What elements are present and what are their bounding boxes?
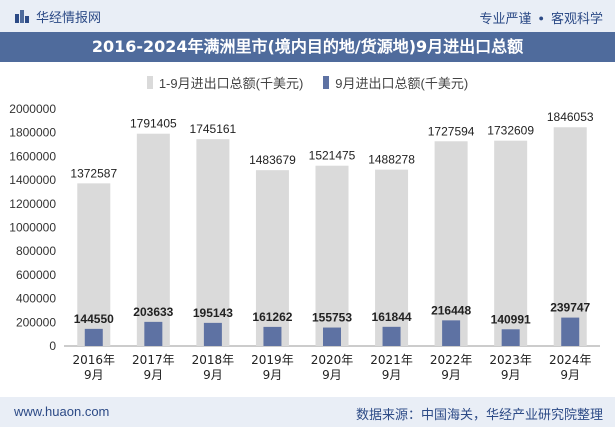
x-tick-label-line: 2024年 [549, 353, 592, 367]
y-tick-label: 1600000 [9, 149, 56, 163]
x-tick-label-line: 2019年 [251, 353, 294, 367]
data-label-series-1: 1791405 [130, 117, 177, 131]
footer-site-url[interactable]: www.huaon.com [14, 404, 110, 419]
data-label-series-1: 1488278 [368, 153, 415, 167]
x-tick-label-line: 9月 [501, 368, 521, 382]
y-tick-label: 1800000 [9, 126, 56, 140]
bar-series-1 [375, 169, 409, 346]
footer-source: 数据来源：中国海关，华经产业研究院整理 [355, 407, 603, 422]
bar-series-2 [382, 326, 401, 346]
y-tick-label: 1400000 [9, 173, 56, 187]
footer: www.huaon.com 数据来源：中国海关，华经产业研究院整理 [0, 397, 615, 427]
data-label-series-2: 140991 [491, 312, 531, 326]
top-banner: 华经情报网 专业严谨 ● 客观科学 [0, 0, 615, 32]
data-label-series-2: 203633 [133, 305, 173, 319]
data-label-series-2: 239747 [550, 301, 590, 315]
x-tick-label: 2020年 9月 [311, 353, 354, 382]
data-label-series-2: 161844 [372, 310, 412, 324]
chart-legend: 1-9月进出口总额(千美元) 9月进出口总额(千美元) [0, 72, 615, 92]
bar-series-2 [144, 321, 163, 346]
data-label-series-1: 1483679 [249, 153, 296, 167]
bar-series-1 [196, 139, 230, 346]
legend-item-series-1: 1-9月进出口总额(千美元) [146, 73, 304, 92]
bar-series-2 [84, 328, 103, 346]
title-bar: 2016-2024年满洲里市(境内目的地/货源地)9月进出口总额 [0, 32, 615, 62]
data-label-series-2: 155753 [312, 311, 352, 325]
tagline-separator-icon: ● [538, 12, 544, 23]
legend-item-series-2: 9月进出口总额(千美元) [323, 73, 468, 92]
x-tick-label: 2016年 9月 [73, 353, 116, 382]
data-label-series-2: 195143 [193, 306, 233, 320]
x-tick-label: 2019年 9月 [251, 353, 294, 382]
x-tick-label-line: 2020年 [311, 353, 354, 367]
brand-name: 华经情报网 [36, 9, 102, 25]
x-tick-label-line: 9月 [144, 368, 164, 382]
bar-series-1 [434, 141, 468, 346]
tagline-left: 专业严谨 [479, 11, 532, 26]
x-tick-label: 2022年 9月 [430, 353, 473, 382]
legend-label-series-2: 9月进出口总额(千美元) [335, 75, 469, 91]
brand-logo-icon [15, 10, 29, 23]
x-tick-label: 2021年 9月 [370, 353, 413, 382]
brand: 华经情报网 [14, 8, 102, 25]
y-tick-label: 1200000 [9, 197, 56, 211]
x-tick-label-line: 2016年 [73, 353, 116, 367]
bar-series-1 [315, 165, 349, 346]
x-tick-label-line: 9月 [203, 368, 223, 382]
x-tick-label-line: 9月 [560, 368, 580, 382]
bar-series-2 [442, 320, 461, 346]
data-label-series-1: 1745161 [190, 122, 237, 136]
tagline: 专业严谨 ● 客观科学 [480, 8, 603, 27]
x-tick-label-line: 2017年 [132, 353, 175, 367]
x-tick-label-line: 9月 [382, 368, 402, 382]
x-tick-label-line: 2018年 [192, 353, 235, 367]
tagline-right: 客观科学 [550, 11, 603, 26]
chart-title: 2016-2024年满洲里市(境内目的地/货源地)9月进出口总额 [91, 37, 524, 56]
bar-series-2 [263, 326, 282, 346]
data-label-series-2: 161262 [252, 310, 292, 324]
data-label-series-2: 144550 [74, 312, 114, 326]
data-label-series-1: 1846053 [547, 110, 594, 124]
legend-swatch-series-2 [323, 75, 330, 89]
bar-series-2 [323, 327, 341, 346]
y-tick-label: 0 [49, 339, 56, 353]
bar-series-2 [501, 329, 520, 346]
x-tick-label-line: 9月 [84, 368, 104, 382]
data-label-series-1: 1372587 [70, 166, 117, 180]
legend-swatch-series-1 [146, 75, 153, 89]
bar-series-2 [203, 322, 222, 346]
bar-series-1 [77, 183, 111, 346]
legend-label-series-1: 1-9月进出口总额(千美元) [158, 75, 304, 91]
bar-series-1 [553, 127, 587, 346]
data-label-series-1: 1732609 [487, 124, 534, 138]
bar-series-1 [136, 133, 170, 346]
y-tick-label: 200000 [16, 315, 56, 329]
y-tick-label: 800000 [16, 244, 56, 258]
y-tick-label: 1000000 [9, 221, 56, 235]
bar-chart: 0 200000 400000 600000 800000 1000000 1200000 1… [9, 102, 600, 382]
data-label-series-1: 1727594 [428, 124, 475, 138]
bar-series-1 [255, 170, 289, 346]
bar-series-2 [561, 317, 580, 346]
x-tick-label-line: 9月 [263, 368, 283, 382]
x-tick-label: 2023年 9月 [489, 353, 532, 382]
data-label-series-2: 216448 [431, 303, 471, 317]
x-tick-label-line: 9月 [441, 368, 461, 382]
bar-series-1 [494, 140, 528, 346]
x-tick-label-line: 2023年 [489, 353, 532, 367]
y-tick-label: 400000 [16, 292, 56, 306]
y-tick-label: 600000 [16, 268, 56, 282]
data-label-series-1: 1521475 [309, 149, 356, 163]
x-tick-label-line: 2022年 [430, 353, 473, 367]
x-tick-label-line: 9月 [322, 368, 342, 382]
x-tick-label: 2017年 9月 [132, 353, 175, 382]
x-tick-label: 2024年 9月 [549, 353, 592, 382]
x-tick-label-line: 2021年 [370, 353, 413, 367]
x-tick-label: 2018年 9月 [192, 353, 235, 382]
y-tick-label: 2000000 [9, 102, 56, 116]
